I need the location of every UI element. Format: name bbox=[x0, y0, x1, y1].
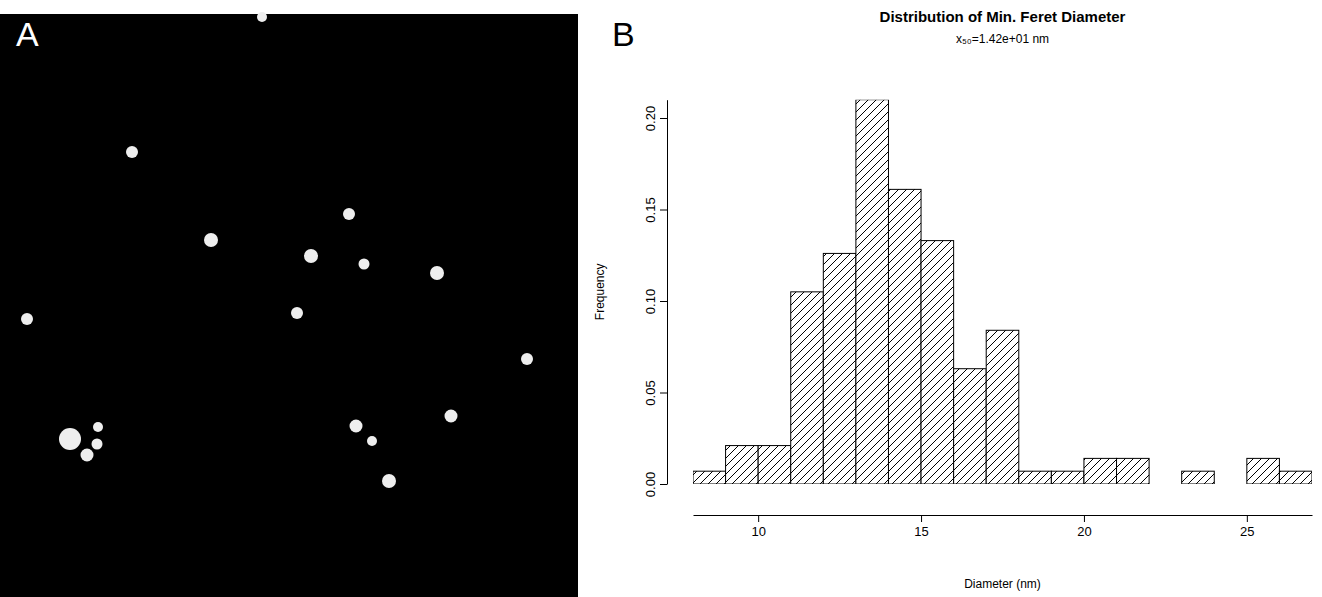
x-tick: 25 bbox=[1240, 515, 1254, 539]
bar bbox=[856, 100, 889, 484]
x-axis-line bbox=[694, 515, 1313, 516]
bar bbox=[1214, 484, 1247, 485]
y-tick: 0.10 bbox=[643, 289, 667, 314]
figure: A B Distribution of Min. Feret Diameter x₅₀… bbox=[0, 0, 1322, 597]
y-tick-label: 0.10 bbox=[643, 289, 658, 314]
bar bbox=[1084, 458, 1117, 484]
particle bbox=[304, 249, 318, 263]
y-tick-label: 0.20 bbox=[643, 106, 658, 131]
bar bbox=[921, 241, 954, 484]
x-axis: 10 15 20 25 bbox=[694, 515, 1313, 539]
particle bbox=[93, 422, 103, 432]
bar bbox=[726, 446, 759, 484]
bar bbox=[954, 369, 987, 484]
y-tick: 0.15 bbox=[643, 197, 667, 222]
x-tick-label: 10 bbox=[751, 524, 765, 539]
x-tick: 10 bbox=[751, 515, 765, 539]
particle bbox=[521, 353, 533, 365]
x-tick-mark bbox=[1084, 515, 1085, 522]
particle bbox=[367, 436, 377, 446]
bar bbox=[1247, 458, 1280, 484]
particle bbox=[382, 474, 396, 488]
y-tick-label: 0.00 bbox=[643, 472, 658, 497]
particle bbox=[445, 410, 458, 423]
y-tick-label: 0.15 bbox=[643, 197, 658, 222]
panel-label: A bbox=[16, 15, 39, 53]
y-tick-mark bbox=[660, 301, 667, 302]
particle bbox=[350, 420, 363, 433]
bar bbox=[1279, 471, 1312, 484]
bar bbox=[791, 292, 824, 484]
y-tick-mark bbox=[660, 484, 667, 485]
y-tick: 0.05 bbox=[643, 380, 667, 405]
image-ground bbox=[0, 14, 578, 597]
x-tick-mark bbox=[758, 515, 759, 522]
y-axis: 0.00 0.05 0.10 0.15 0.20 bbox=[643, 100, 668, 497]
panel-label: B bbox=[612, 15, 635, 53]
x-tick: 20 bbox=[1077, 515, 1091, 539]
y-tick: 0.20 bbox=[643, 106, 667, 131]
particle bbox=[204, 233, 218, 247]
bar bbox=[888, 189, 921, 484]
bar bbox=[1051, 471, 1084, 484]
x-tick: 15 bbox=[914, 515, 928, 539]
particle bbox=[81, 449, 94, 462]
particle bbox=[59, 428, 81, 450]
particle bbox=[126, 146, 138, 158]
bar bbox=[693, 471, 726, 484]
y-axis-line bbox=[667, 100, 668, 484]
particle bbox=[92, 439, 103, 450]
particle bbox=[359, 259, 370, 270]
x-axis-title: Diameter (nm) bbox=[964, 577, 1041, 591]
y-axis-title: Frequency bbox=[593, 263, 607, 320]
x-tick-mark bbox=[921, 515, 922, 522]
bar bbox=[1019, 471, 1052, 484]
y-tick-mark bbox=[660, 210, 667, 211]
particle bbox=[257, 12, 267, 22]
y-tick-mark bbox=[660, 393, 667, 394]
particle bbox=[291, 307, 303, 319]
bar bbox=[1117, 458, 1150, 484]
particle bbox=[343, 208, 355, 220]
bars bbox=[693, 100, 1312, 484]
image-panel: A bbox=[0, 12, 578, 597]
x-tick-label: 20 bbox=[1077, 524, 1091, 539]
y-tick-label: 0.05 bbox=[643, 380, 658, 405]
x-tick-label: 25 bbox=[1240, 524, 1254, 539]
bar bbox=[758, 446, 791, 484]
bar bbox=[1149, 484, 1182, 485]
bar bbox=[986, 330, 1019, 484]
bar bbox=[823, 253, 856, 484]
chart-title: Distribution of Min. Feret Diameter bbox=[880, 8, 1126, 25]
particle bbox=[21, 313, 33, 325]
bar bbox=[1182, 471, 1215, 484]
y-tick-mark bbox=[660, 118, 667, 119]
chart-subtitle: x₅₀=1.42e+01 nm bbox=[956, 32, 1049, 46]
y-tick: 0.00 bbox=[643, 472, 667, 497]
x-tick-mark bbox=[1247, 515, 1248, 522]
particle bbox=[430, 266, 444, 280]
x-tick-label: 15 bbox=[914, 524, 928, 539]
